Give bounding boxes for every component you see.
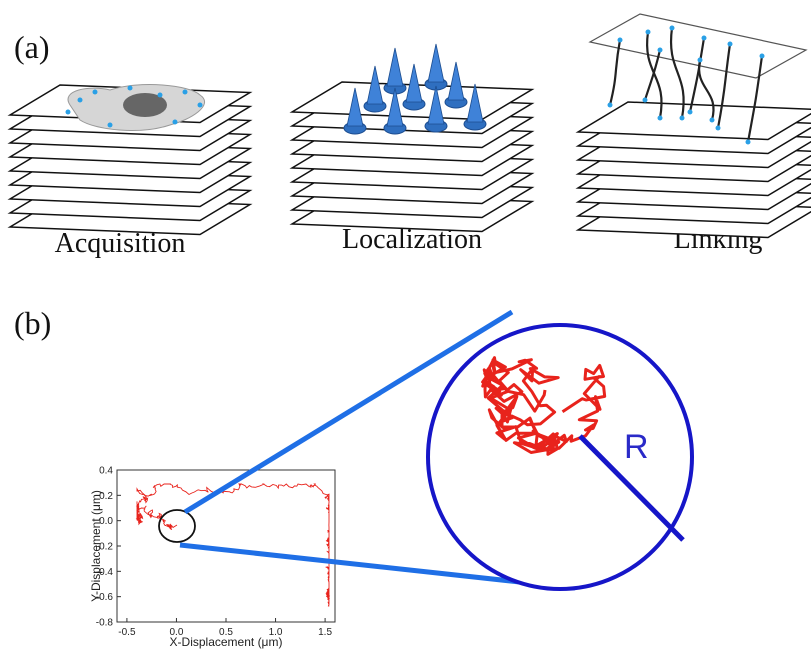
x-tick-label: 1.5 [318,627,332,638]
y-tick-label: -0.2 [96,542,114,553]
track [645,50,660,100]
trajectory [137,484,329,606]
image-stacks [10,14,811,238]
y-tick-label: 0.0 [99,516,113,527]
spot [108,123,113,128]
radius-label: R [624,428,649,466]
spot [716,126,721,131]
spot [646,30,651,35]
spot [66,110,71,115]
sheet [578,102,811,140]
spot [702,36,707,41]
spot [670,26,675,31]
spot [173,120,178,125]
y-tick-label: -0.6 [96,592,114,603]
spot [643,98,648,103]
spot [658,48,663,53]
panel-label: (a) [14,29,50,65]
peak [406,64,422,102]
spot [746,140,751,145]
zoom-region [159,510,195,542]
zoom-circle [428,325,692,589]
spot [680,116,685,121]
y-tick-label: 0.4 [99,466,113,477]
x-tick-label: 0.0 [170,627,184,638]
spot [78,98,83,103]
y-tick-label: -0.4 [96,567,114,578]
spot [128,86,133,91]
panel-label: (b) [14,305,51,341]
spot [183,90,188,95]
spot [658,116,663,121]
track [610,40,620,105]
plot-frame [117,470,335,622]
spot [728,42,733,47]
spot [198,103,203,108]
spot [93,90,98,95]
spot [760,54,765,59]
x-tick-label: 0.5 [219,627,233,638]
track [690,38,704,112]
spot [710,118,715,123]
spot [618,38,623,43]
spot [158,93,163,98]
peak [448,62,464,100]
peak [387,48,403,86]
x-tick-label: -0.5 [118,627,136,638]
y-tick-label: 0.2 [99,491,113,502]
spot [608,103,613,108]
y-tick-label: -0.8 [96,618,114,629]
x-tick-label: 1.0 [269,627,283,638]
spot [688,110,693,115]
peak [428,44,444,82]
figure: (a) Acquisition Localization Linking (b)… [0,0,811,657]
spot [698,58,703,63]
